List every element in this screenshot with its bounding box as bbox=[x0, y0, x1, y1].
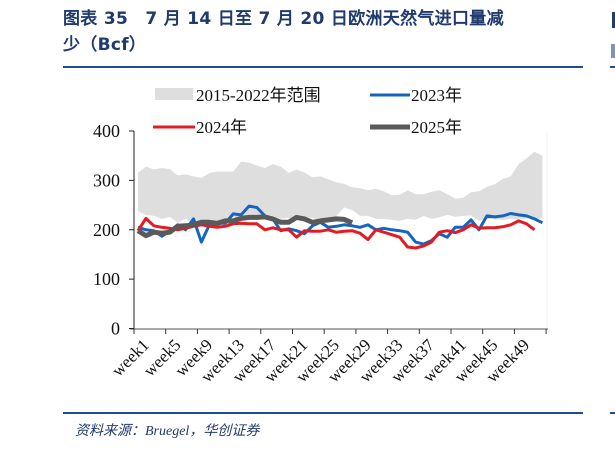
y-tick-label: 400 bbox=[93, 121, 120, 141]
x-axis-ticks: week1week5week9week13week17week21week25w… bbox=[108, 329, 547, 386]
y-tick-label: 300 bbox=[93, 170, 120, 190]
adjacent-panel-title-fragment bbox=[612, 12, 615, 28]
line-chart: 2015-2022年范围 2023年 2024年 2025年 0 100 200 30… bbox=[93, 86, 548, 386]
series-2025-line bbox=[136, 214, 354, 239]
series-2023-line bbox=[137, 204, 544, 246]
chart-title-line2: 少（Bcf） bbox=[63, 35, 147, 55]
y-tick-label: 0 bbox=[111, 319, 120, 339]
adjacent-panel-divider bbox=[610, 412, 615, 414]
source-divider bbox=[63, 412, 583, 414]
chart-legend: 2015-2022年范围 2023年 2024年 2025年 bbox=[153, 86, 462, 137]
title-divider bbox=[63, 66, 583, 68]
legend-label-2025: 2025年 bbox=[411, 118, 462, 137]
plot-area bbox=[136, 131, 548, 329]
series-2024-line bbox=[136, 216, 536, 250]
legend-label-2023: 2023年 bbox=[411, 86, 462, 105]
legend-label-2024: 2024年 bbox=[196, 118, 247, 137]
y-tick-label: 100 bbox=[93, 269, 120, 289]
chart-title: 图表 35 7 月 14 日至 7 月 20 日欧洲天然气进口量减 少（Bcf） bbox=[63, 6, 583, 58]
chart-title-line1: 图表 35 7 月 14 日至 7 月 20 日欧洲天然气进口量减 bbox=[63, 9, 504, 29]
range-band-2015-2022 bbox=[138, 151, 543, 224]
legend-label-range: 2015-2022年范围 bbox=[196, 86, 321, 105]
source-note: 资料来源：Bruegel，华创证券 bbox=[75, 424, 260, 439]
legend-swatch-range bbox=[155, 88, 193, 100]
adjacent-panel-divider bbox=[610, 66, 615, 68]
axes: 0 100 200 300 400 week1week5week9week13week1… bbox=[93, 121, 548, 386]
y-tick-label: 200 bbox=[93, 220, 120, 240]
y-axis-ticks: 0 100 200 300 400 bbox=[93, 121, 134, 339]
adjacent-panel-title-fragment bbox=[611, 44, 615, 58]
